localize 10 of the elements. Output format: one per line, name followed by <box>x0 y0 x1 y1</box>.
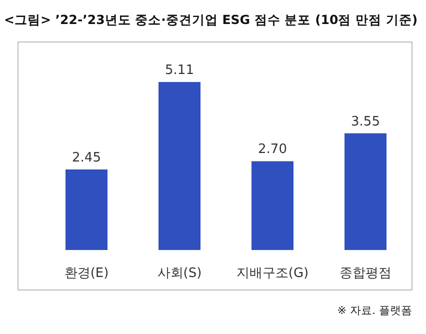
title: <그림> ’22-’23년도 중소·중견기업 ESG 점수 분포 (10점 만점 기준) <box>4 12 418 27</box>
x-tick-label: 사회(S) <box>157 266 202 281</box>
data-label: 2.70 <box>258 142 287 158</box>
data-label: 5.11 <box>165 63 194 78</box>
x-tick-label: 환경(E) <box>64 266 109 281</box>
x-tick-label: 종합평점 <box>340 266 392 281</box>
data-label: 2.45 <box>72 150 101 166</box>
x-tick-label: 지배구조(G) <box>236 266 309 281</box>
data-label: 3.55 <box>351 114 380 130</box>
text: ※ 자료. 플랫폼 <box>337 304 412 317</box>
